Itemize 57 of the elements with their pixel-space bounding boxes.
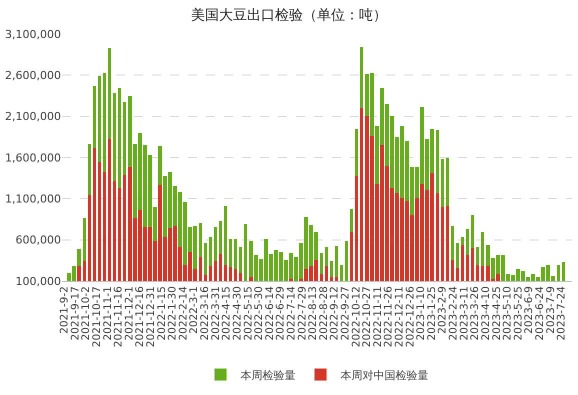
x-tick-label: 2022-9-12 [328,286,341,341]
x-tick-label: 2023-5-10 [502,286,514,341]
x-tick-label: 2023-1-10 [415,286,428,341]
x-tick-label: 2022-10-12 [350,286,362,348]
y-tick-label: 3,100,000 [5,28,61,41]
x-tick-label: 2022-5-15 [242,286,254,341]
legend-label: 本周对中国检验量 [340,368,428,382]
x-tick-label: 2022-11-26 [382,286,395,348]
x-tick-label: 2023-5-25 [512,286,524,341]
x-tick-label: 2023-3-26 [469,286,482,341]
x-tick-label: 2022-12-26 [404,286,416,348]
x-tick-label: 2022-8-28 [318,286,330,341]
x-tick-label: 2021-11-16 [112,286,125,348]
x-tick-label: 2023-2-9 [436,286,449,334]
x-tick-label: 2022-11-11 [372,286,384,348]
x-tick-label: 2022-7-14 [285,286,298,341]
x-tick-label: 2023-4-10 [480,286,492,341]
x-tick-label: 2021-11-1 [102,286,114,341]
x-tick-label: 2022-4-30 [231,286,244,341]
x-tick-label: 2021-12-1 [123,286,136,341]
x-tick-label: 2021-9-17 [69,286,82,341]
legend-label: 本周检验量 [240,368,296,382]
x-tick-label: 2022-3-16 [199,286,212,341]
x-tick-label: 2023-7-9 [544,286,557,334]
x-tick-label: 2022-10-27 [361,286,374,348]
x-tick-label: 2022-6-14 [264,286,276,341]
x-tick-label: 2021-9-2 [58,286,71,334]
x-tick-label: 2023-3-11 [458,286,470,341]
y-tick-label: 1,100,000 [5,192,61,206]
x-tick-label: 2023-6-9 [523,286,536,334]
x-tick-label: 2022-4-15 [220,286,233,341]
x-tick-label: 2021-12-16 [134,286,146,348]
x-tick-label: 2022-6-29 [274,286,287,341]
x-tick-label: 2022-5-30 [253,286,266,341]
x-tick-label: 2022-8-13 [307,286,320,341]
x-tick-label: 2021-12-31 [145,286,158,348]
x-tick-label: 2022-9-27 [340,286,352,341]
x-tick-label: 2023-4-25 [490,286,503,341]
x-tick-label: 2022-1-15 [156,286,168,341]
x-tick-label: 2023-6-24 [534,286,546,341]
x-tick-label: 2022-12-11 [394,286,406,348]
y-tick-label: 100,000 [16,274,61,288]
x-tick-label: 2022-1-30 [166,286,179,341]
x-tick-label: 2022-3-31 [210,286,222,341]
x-tick-label: 2023-2-24 [448,286,460,341]
x-tick-label: 2021-10-17 [90,286,103,348]
x-tick-label: 2022-7-29 [296,286,308,341]
x-tick-label: 2022-3-1 [188,286,200,334]
x-tick-label: 2021-10-2 [80,286,92,341]
x-tick-label: 2023-7-24 [556,286,568,341]
x-tick-label: 2022-2-14 [177,286,190,341]
chart-title: 美国大豆出口检验（单位：吨） [191,8,387,24]
y-tick-label: 1,600,000 [5,151,61,164]
x-tick-label: 2023-1-25 [426,286,438,341]
y-tick-label: 600,000 [16,234,61,247]
y-tick-label: 2,100,000 [5,110,61,124]
y-tick-label: 2,600,000 [5,69,61,82]
